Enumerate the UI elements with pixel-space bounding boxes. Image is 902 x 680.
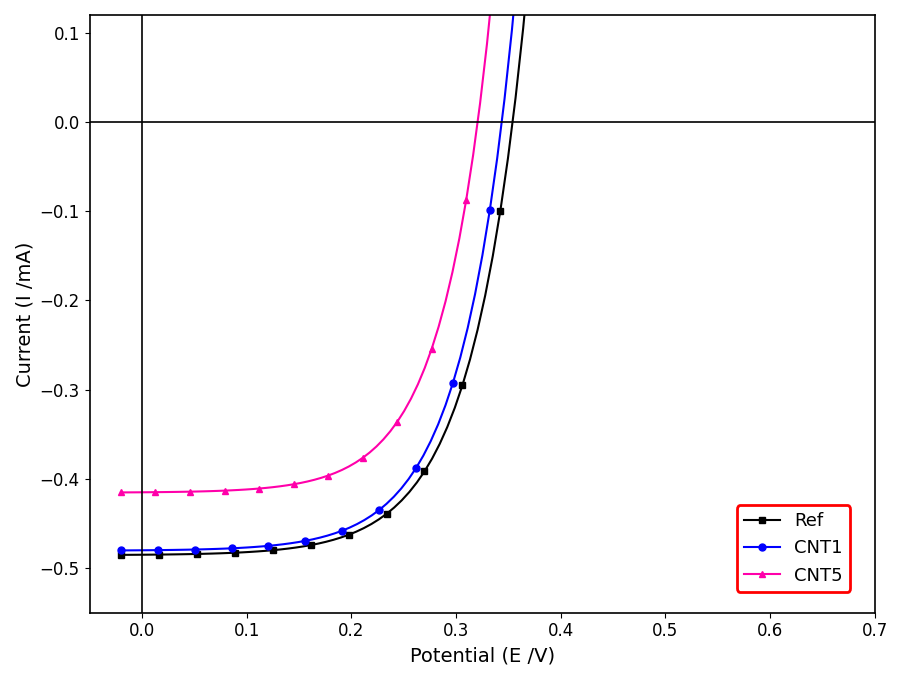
CNT1: [204, 545, 215, 554]
X-axis label: Potential (E /V): Potential (E /V): [410, 646, 554, 665]
Line: CNT1: CNT1: [117, 0, 780, 554]
Line: Ref: Ref: [117, 0, 799, 558]
CNT1: [115, 546, 126, 554]
Legend: Ref, CNT1, CNT5: Ref, CNT1, CNT5: [736, 505, 849, 592]
CNT5: [301, 477, 312, 486]
CNT1: [315, 534, 326, 542]
CNT5: [198, 488, 209, 496]
Ref: [320, 538, 331, 546]
Ref: [115, 551, 126, 559]
Y-axis label: Current (I /mA): Current (I /mA): [15, 241, 34, 386]
Line: CNT5: CNT5: [117, 0, 738, 496]
Ref: [207, 549, 217, 558]
CNT5: [115, 488, 126, 496]
